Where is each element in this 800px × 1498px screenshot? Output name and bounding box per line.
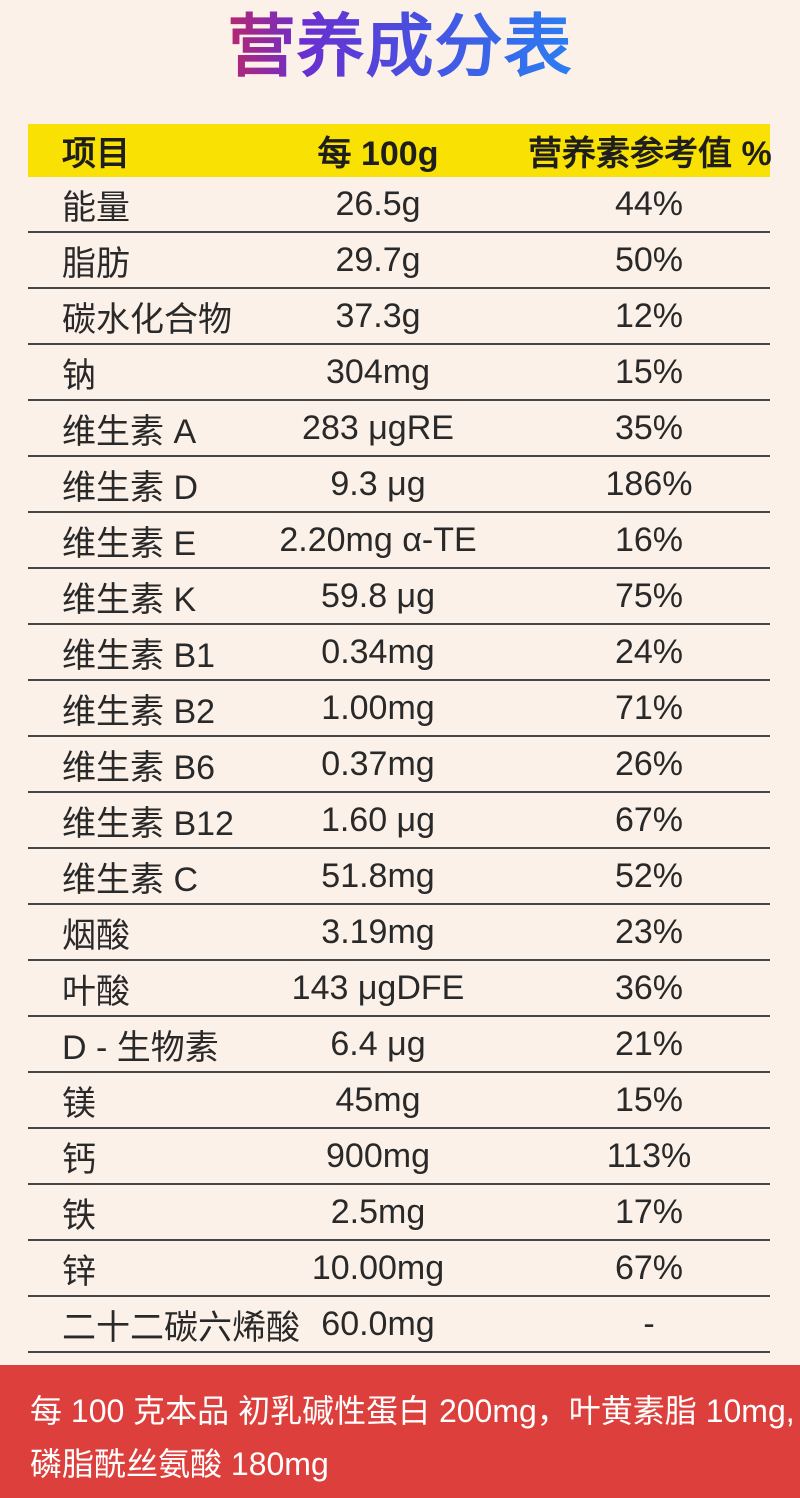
nrv-value: 67%	[614, 800, 684, 839]
nrv-value: -	[643, 1304, 655, 1343]
nutrient-name: D - 生物素	[62, 1028, 219, 1067]
per-100g-value: 2.5mg	[330, 1192, 426, 1231]
per-100g-value: 2.20mg α-TE	[279, 520, 477, 559]
supplement-note-line2: 磷脂酰丝氨酸 180mg	[30, 1446, 329, 1482]
per-100g-value: 0.34mg	[321, 632, 435, 671]
nutrient-name: 维生素 C	[62, 860, 198, 899]
nrv-value: 52%	[614, 856, 684, 895]
table-row: 钙 900mg 113%	[28, 1129, 770, 1185]
per-100g-value: 900mg	[326, 1136, 430, 1175]
nrv-value: 71%	[614, 688, 684, 727]
nrv-value: 50%	[614, 240, 684, 279]
header-per-100g-column: 每 100g	[317, 135, 439, 173]
per-100g-value: 304mg	[326, 352, 430, 391]
nutrient-name: 二十二碳六烯酸	[62, 1308, 300, 1347]
per-100g-value: 60.0mg	[321, 1304, 435, 1343]
nrv-value: 186%	[605, 464, 693, 503]
table-row: 维生素 B12 1.60 μg 67%	[28, 793, 770, 849]
nrv-value: 113%	[606, 1136, 692, 1175]
nutrient-name: 维生素 B12	[62, 804, 234, 843]
nutrient-name: 脂肪	[62, 244, 130, 283]
nrv-value: 21%	[614, 1024, 684, 1063]
nutrition-table: 项目 每 100g 营养素参考值 % 能量 26.5g 44% 脂肪 29.7g 50% 碳…	[28, 124, 772, 1353]
nutrient-name: 铁	[62, 1196, 96, 1235]
nrv-value: 17%	[614, 1192, 684, 1231]
nutrient-name: 维生素 B6	[62, 748, 216, 787]
header-item-column: 项目	[62, 135, 130, 173]
nrv-value: 75%	[614, 576, 684, 615]
nutrient-name: 维生素 A	[62, 412, 197, 451]
header-nrv-column: 营养素参考值 %	[528, 135, 772, 173]
table-row: 维生素 D 9.3 μg 186%	[28, 457, 770, 513]
table-row: 二十二碳六烯酸 60.0mg -	[28, 1297, 770, 1353]
table-row: 铁 2.5mg 17%	[28, 1185, 770, 1241]
table-row: 维生素 A 283 μgRE 35%	[28, 401, 770, 457]
nutrient-name: 维生素 D	[62, 468, 198, 507]
per-100g-value: 3.19mg	[321, 912, 435, 951]
nrv-value: 15%	[614, 1080, 684, 1119]
nrv-value: 35%	[614, 408, 684, 447]
nutrient-name: 能量	[62, 188, 130, 227]
nutrient-name: 维生素 B2	[62, 692, 216, 731]
nutrient-name: 维生素 K	[62, 580, 197, 619]
per-100g-value: 6.4 μg	[330, 1024, 426, 1063]
per-100g-value: 37.3g	[335, 296, 421, 335]
nutrient-name: 钠	[62, 356, 96, 395]
per-100g-value: 45mg	[335, 1080, 421, 1119]
table-row: 能量 26.5g 44%	[28, 177, 770, 233]
nrv-value: 67%	[614, 1248, 684, 1287]
page-title: 营养成分表	[227, 9, 573, 85]
table-row: 脂肪 29.7g 50%	[28, 233, 770, 289]
per-100g-value: 26.5g	[335, 184, 421, 223]
table-row: 维生素 B1 0.34mg 24%	[28, 625, 770, 681]
supplement-note: 每 100 克本品 初乳碱性蛋白 200mg，叶黄素脂 10mg, 磷脂酰丝氨酸…	[0, 1365, 800, 1498]
per-100g-value: 1.00mg	[321, 688, 435, 727]
table-row: 锌 10.00mg 67%	[28, 1241, 770, 1297]
nrv-value: 36%	[614, 968, 684, 1007]
table-row: 维生素 K 59.8 μg 75%	[28, 569, 770, 625]
per-100g-value: 0.37mg	[321, 744, 435, 783]
per-100g-value: 10.00mg	[311, 1248, 445, 1287]
nutrient-name: 镁	[62, 1084, 96, 1123]
table-row: D - 生物素 6.4 μg 21%	[28, 1017, 770, 1073]
table-header-row: 项目 每 100g 营养素参考值 %	[28, 124, 772, 177]
nrv-value: 12%	[614, 296, 684, 335]
nutrient-name: 维生素 B1	[62, 636, 216, 675]
per-100g-value: 29.7g	[335, 240, 421, 279]
page-title-wrap: 营养成分表	[0, 10, 800, 85]
nrv-value: 26%	[614, 744, 684, 783]
table-row: 维生素 B2 1.00mg 71%	[28, 681, 770, 737]
table-body: 能量 26.5g 44% 脂肪 29.7g 50% 碳水化合物 37.3g 12% 钠 304mg 1…	[28, 177, 770, 1353]
per-100g-value: 283 μgRE	[302, 408, 454, 447]
table-row: 钠 304mg 15%	[28, 345, 770, 401]
table-row: 维生素 B6 0.37mg 26%	[28, 737, 770, 793]
per-100g-value: 51.8mg	[321, 856, 435, 895]
nrv-value: 44%	[614, 184, 684, 223]
table-row: 烟酸 3.19mg 23%	[28, 905, 770, 961]
nrv-value: 16%	[614, 520, 684, 559]
table-row: 碳水化合物 37.3g 12%	[28, 289, 770, 345]
per-100g-value: 59.8 μg	[320, 576, 436, 615]
nrv-value: 15%	[614, 352, 684, 391]
nutrient-name: 钙	[62, 1140, 96, 1179]
nrv-value: 24%	[614, 632, 684, 671]
table-row: 镁 45mg 15%	[28, 1073, 770, 1129]
nutrient-name: 锌	[62, 1252, 96, 1291]
nutrient-name: 碳水化合物	[62, 300, 232, 339]
table-row: 维生素 E 2.20mg α-TE 16%	[28, 513, 770, 569]
supplement-note-line1: 每 100 克本品 初乳碱性蛋白 200mg，叶黄素脂 10mg,	[30, 1393, 795, 1429]
nutrient-name: 烟酸	[62, 916, 130, 955]
table-row: 叶酸 143 μgDFE 36%	[28, 961, 770, 1017]
nutrient-name: 维生素 E	[62, 524, 197, 563]
nutrient-name: 叶酸	[62, 972, 130, 1011]
nrv-value: 23%	[614, 912, 684, 951]
per-100g-value: 9.3 μg	[330, 464, 426, 503]
table-row: 维生素 C 51.8mg 52%	[28, 849, 770, 905]
per-100g-value: 143 μgDFE	[291, 968, 465, 1007]
per-100g-value: 1.60 μg	[320, 800, 436, 839]
